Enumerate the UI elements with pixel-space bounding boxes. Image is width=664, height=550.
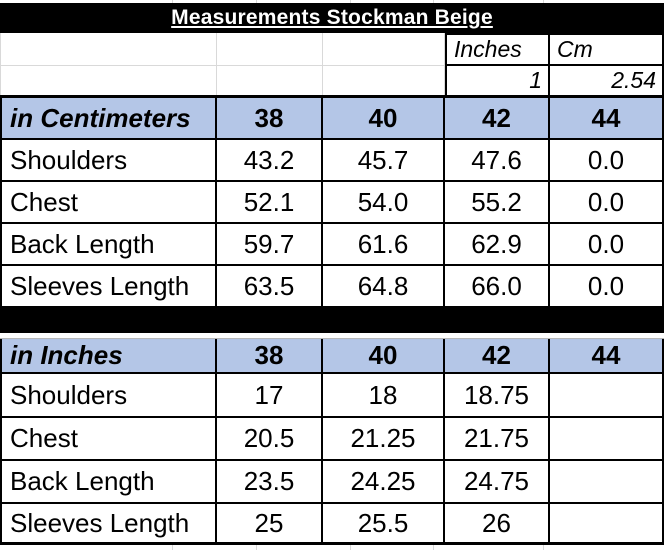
value-cell[interactable]: 62.9	[445, 224, 550, 264]
cm-table-header-row: in Centimeters 38 40 42 44	[0, 98, 664, 140]
table-row: Sleeves Length 25 25.5 26	[0, 504, 664, 542]
cm-table-title-cell[interactable]: in Centimeters	[0, 98, 217, 138]
title-bar-cell[interactable]: Measurements Stockman Beige	[0, 3, 664, 33]
value-cell[interactable]: 21.25	[323, 418, 445, 459]
inch-table: in Inches 38 40 42 44 Shoulders 17 18 18…	[0, 338, 664, 545]
row-label-cell[interactable]: Back Length	[0, 461, 217, 502]
value-cell[interactable]: 0.0	[550, 140, 664, 180]
value-cell[interactable]: 52.1	[217, 182, 323, 222]
value-cell[interactable]: 43.2	[217, 140, 323, 180]
inch-table-title-cell[interactable]: in Inches	[0, 339, 217, 372]
value-cell[interactable]	[550, 504, 664, 542]
row-label-cell[interactable]: Sleeves Length	[0, 504, 217, 542]
size-header-cell[interactable]: 44	[550, 98, 664, 138]
value-cell[interactable]: 26	[445, 504, 550, 542]
value-cell[interactable]: 61.6	[323, 224, 445, 264]
value-cell[interactable]: 59.7	[217, 224, 323, 264]
value-cell[interactable]: 21.75	[445, 418, 550, 459]
value-cell[interactable]: 25.5	[323, 504, 445, 542]
size-header-cell[interactable]: 42	[445, 98, 550, 138]
table-row: Back Length 59.7 61.6 62.9 0.0	[0, 224, 664, 266]
row-label-cell[interactable]: Chest	[0, 182, 217, 222]
size-header-cell[interactable]: 38	[217, 339, 323, 372]
empty-cell[interactable]	[0, 33, 217, 66]
size-header-cell[interactable]: 40	[323, 98, 445, 138]
empty-cell[interactable]	[323, 33, 445, 66]
size-header-cell[interactable]: 40	[323, 339, 445, 372]
unit-value-row: 1 2.54	[0, 66, 664, 95]
cm-unit-label-cell[interactable]: Cm	[550, 33, 664, 66]
inches-unit-value-cell[interactable]: 1	[445, 66, 550, 95]
table-row: Shoulders 17 18 18.75	[0, 374, 664, 418]
value-cell[interactable]: 63.5	[217, 266, 323, 306]
value-cell[interactable]: 17	[217, 374, 323, 416]
empty-cell[interactable]	[217, 66, 323, 95]
value-cell[interactable]: 0.0	[550, 182, 664, 222]
size-header-cell[interactable]: 42	[445, 339, 550, 372]
value-cell[interactable]	[550, 418, 664, 459]
empty-cell[interactable]	[323, 66, 445, 95]
row-label-cell[interactable]: Sleeves Length	[0, 266, 217, 306]
row-label-cell[interactable]: Back Length	[0, 224, 217, 264]
sheet-gridline-sliver-top	[0, 0, 664, 3]
value-cell[interactable]: 18.75	[445, 374, 550, 416]
table-row: Shoulders 43.2 45.7 47.6 0.0	[0, 140, 664, 182]
value-cell[interactable]: 45.7	[323, 140, 445, 180]
value-cell[interactable]: 55.2	[445, 182, 550, 222]
empty-cell[interactable]	[0, 66, 217, 95]
value-cell[interactable]: 18	[323, 374, 445, 416]
row-label-cell[interactable]: Chest	[0, 418, 217, 459]
value-cell[interactable]	[550, 461, 664, 502]
inch-table-header-row: in Inches 38 40 42 44	[0, 339, 664, 374]
unit-header-row: Inches Cm	[0, 33, 664, 66]
value-cell[interactable]: 54.0	[323, 182, 445, 222]
value-cell[interactable]: 23.5	[217, 461, 323, 502]
value-cell[interactable]: 0.0	[550, 224, 664, 264]
value-cell[interactable]: 20.5	[217, 418, 323, 459]
value-cell[interactable]: 64.8	[323, 266, 445, 306]
row-label-cell[interactable]: Shoulders	[0, 140, 217, 180]
value-cell[interactable]: 24.75	[445, 461, 550, 502]
value-cell[interactable]: 0.0	[550, 266, 664, 306]
size-header-cell[interactable]: 44	[550, 339, 664, 372]
value-cell[interactable]: 25	[217, 504, 323, 542]
sheet-gridline-sliver-bottom	[0, 545, 664, 550]
table-row: Back Length 23.5 24.25 24.75	[0, 461, 664, 504]
table-row: Sleeves Length 63.5 64.8 66.0 0.0	[0, 266, 664, 308]
value-cell[interactable]: 47.6	[445, 140, 550, 180]
table-row: Chest 52.1 54.0 55.2 0.0	[0, 182, 664, 224]
row-gap	[0, 333, 664, 338]
cm-table: in Centimeters 38 40 42 44 Shoulders 43.…	[0, 95, 664, 308]
size-header-cell[interactable]: 38	[217, 98, 323, 138]
value-cell[interactable]: 24.25	[323, 461, 445, 502]
value-cell[interactable]: 66.0	[445, 266, 550, 306]
separator-band	[0, 308, 664, 333]
row-label-cell[interactable]: Shoulders	[0, 374, 217, 416]
page-title: Measurements Stockman Beige	[171, 6, 493, 29]
inches-unit-label-cell[interactable]: Inches	[445, 33, 550, 66]
table-row: Chest 20.5 21.25 21.75	[0, 418, 664, 461]
empty-cell[interactable]	[217, 33, 323, 66]
value-cell[interactable]	[550, 374, 664, 416]
cm-unit-value-cell[interactable]: 2.54	[550, 66, 664, 95]
